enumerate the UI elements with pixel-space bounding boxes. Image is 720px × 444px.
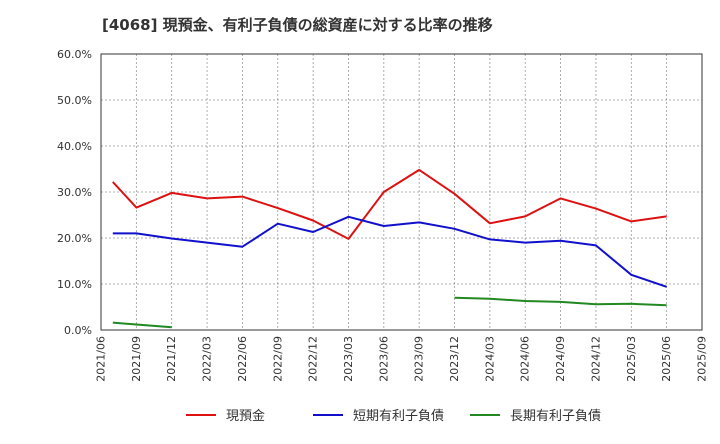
x-tick-label: 2022/03	[201, 336, 214, 382]
x-tick-labels: 2021/06 2021/09 2021/12 2022/03 2022/06 2022/…	[95, 336, 709, 382]
legend-label: 現預金	[226, 408, 265, 424]
x-tick-label: 2023/09	[413, 336, 426, 382]
y-tick-label: 20.0%	[57, 232, 92, 245]
x-tick-label: 2025/03	[625, 336, 638, 382]
y-tick-label: 0.0%	[64, 324, 92, 337]
y-tick-label: 40.0%	[57, 140, 92, 153]
x-tick-label: 2021/09	[130, 336, 143, 382]
series-line	[112, 215, 667, 288]
x-tick-label: 2024/06	[519, 336, 532, 382]
x-tick-label: 2023/03	[342, 336, 355, 382]
x-tick-label: 2024/03	[483, 336, 496, 382]
x-tick-label: 2021/06	[95, 336, 108, 382]
y-tick-label: 10.0%	[57, 278, 92, 291]
plot-border	[100, 53, 703, 331]
x-tick-label: 2022/12	[307, 336, 320, 382]
series-line	[112, 296, 667, 329]
x-tick-label: 2023/06	[377, 336, 390, 382]
x-tick-label: 2022/09	[271, 336, 284, 382]
x-tick-label: 2025/06	[660, 336, 673, 382]
y-tick-label: 30.0%	[57, 186, 92, 199]
x-tick-label: 2024/09	[554, 336, 567, 382]
series-line	[112, 168, 667, 240]
x-tick-label: 2025/09	[696, 336, 709, 382]
legend: 現預金 短期有利子負債 長期有利子負債	[186, 408, 601, 424]
series-layer	[112, 168, 667, 329]
x-tick-label: 2022/06	[236, 336, 249, 382]
legend-label: 長期有利子負債	[510, 409, 601, 424]
x-tick-label: 2024/12	[589, 336, 602, 382]
x-tick-label: 2023/12	[448, 336, 461, 382]
y-tick-label: 60.0%	[57, 48, 92, 61]
legend-label: 短期有利子負債	[353, 409, 444, 424]
chart-title: [4068] 現預金、有利子負債の総資産に対する比率の推移	[102, 16, 493, 34]
y-tick-labels: 0.0% 10.0% 20.0% 30.0% 40.0% 50.0% 60.0%	[57, 48, 92, 337]
x-tick-label: 2021/12	[165, 336, 178, 382]
grid-layer	[101, 54, 702, 330]
y-tick-label: 50.0%	[57, 94, 92, 107]
